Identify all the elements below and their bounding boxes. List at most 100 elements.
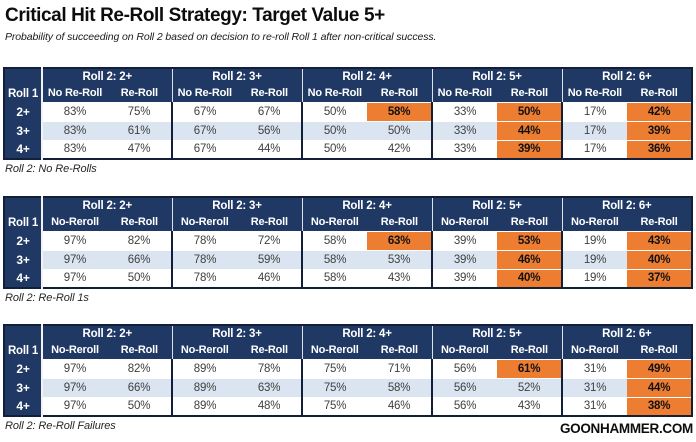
column-group-header: Roll 2: 6+ [561,325,693,342]
column-group-header: Roll 2: 5+ [431,197,563,214]
row-header: 2+ [4,359,43,378]
value-cell-highlighted: 58% [367,101,433,121]
table-caption: Roll 2: Re-Roll 1s [5,292,89,304]
site-watermark: GOONHAMMER.COM [559,421,693,436]
value-cell: 67% [237,101,303,121]
value-cell-highlighted: 39% [497,139,563,159]
sub-column-header: No-Reroll [171,342,238,359]
value-cell: 58% [301,268,368,288]
value-cell: 43% [497,396,563,416]
sub-column-header: Re-Roll [367,214,433,231]
value-cell: 83% [42,120,107,140]
value-cell: 63% [237,377,303,397]
value-cell: 42% [367,139,433,159]
value-cell: 50% [107,268,173,288]
value-cell: 61% [107,120,173,140]
value-cell: 56% [431,358,498,378]
value-cell-highlighted: 50% [497,101,563,121]
value-cell: 89% [171,377,238,397]
value-cell: 58% [301,230,368,250]
sub-column-header: No Re-Roll [561,85,628,102]
value-cell: 97% [42,249,107,269]
column-group-header: Roll 2: 5+ [431,68,563,85]
row-header: 4+ [4,397,43,416]
sub-column-header: No-Reroll [431,342,498,359]
column-group-header: Roll 2: 2+ [42,68,173,85]
value-cell: 50% [107,396,173,416]
value-cell: 39% [431,249,498,269]
value-cell: 53% [367,249,433,269]
value-cell: 46% [237,268,303,288]
value-cell: 59% [237,249,303,269]
sub-column-header: No-Reroll [171,214,238,231]
value-cell-highlighted: 44% [627,377,693,397]
row-header: 2+ [4,231,43,250]
value-cell: 19% [561,268,628,288]
value-cell: 19% [561,230,628,250]
sub-column-header: Re-Roll [497,85,563,102]
value-cell: 52% [497,377,563,397]
column-group-header: Roll 2: 3+ [171,197,303,214]
table-row: 2+ 83% 75% 67% 67% 50% 58% 33% 50% 17% 42% [4,101,693,121]
value-cell: 66% [107,249,173,269]
value-cell-highlighted: 38% [627,396,693,416]
value-cell: 56% [431,377,498,397]
sub-column-header: No-Reroll [561,342,628,359]
page-subtitle: Probability of succeeding on Roll 2 base… [5,31,437,43]
value-cell-highlighted: 49% [627,358,693,378]
table-section-reroll-1s: Roll 1 Roll 2: 2+ Roll 2: 3+ Roll 2: 4+ Roll… [3,196,694,304]
value-cell: 67% [171,101,238,121]
value-cell: 97% [42,268,107,288]
table-row: 4+ 97% 50% 78% 46% 58% 43% 39% 40% 19% 37% [4,268,693,288]
row-header: 3+ [4,250,43,269]
value-cell-highlighted: 36% [627,139,693,159]
column-group-header: Roll 2: 6+ [561,197,693,214]
sub-column-header: Re-Roll [627,342,693,359]
table-row: 4+ 97% 50% 89% 48% 75% 46% 56% 43% 31% 38% [4,396,693,416]
value-cell: 50% [301,120,368,140]
value-cell-highlighted: 43% [627,230,693,250]
column-group-header: Roll 2: 4+ [301,68,433,85]
value-cell: 82% [107,230,173,250]
value-cell: 31% [561,358,628,378]
value-cell: 67% [171,120,238,140]
value-cell: 17% [561,139,628,159]
value-cell: 67% [171,139,238,159]
sub-column-header: Re-Roll [497,214,563,231]
value-cell-highlighted: 40% [627,249,693,269]
sub-column-header: Re-Roll [237,214,303,231]
value-cell: 56% [431,396,498,416]
value-cell: 47% [107,139,173,159]
column-group-header: Roll 2: 4+ [301,325,433,342]
table-row: 2+ 97% 82% 78% 72% 58% 63% 39% 53% 19% 43% [4,230,693,250]
value-cell: 44% [237,139,303,159]
value-cell-highlighted: 46% [497,249,563,269]
value-cell: 50% [301,139,368,159]
sub-column-header: Re-Roll [497,342,563,359]
sub-column-header: Re-Roll [237,342,303,359]
value-cell: 82% [107,358,173,378]
value-cell: 72% [237,230,303,250]
value-cell: 50% [367,120,433,140]
value-cell: 89% [171,358,238,378]
value-cell: 48% [237,396,303,416]
table-row: 3+ 83% 61% 67% 56% 50% 50% 33% 44% 17% 39% [4,120,693,140]
sub-column-header: Re-Roll [367,342,433,359]
row-header: 3+ [4,121,43,140]
sub-column-header: No-Reroll [301,214,368,231]
value-cell: 17% [561,101,628,121]
value-cell: 58% [367,377,433,397]
sub-column-header: Re-Roll [237,85,303,102]
sub-column-header: No Re-Roll [171,85,238,102]
sub-column-header: No-Reroll [42,342,107,359]
table-row: 3+ 97% 66% 78% 59% 58% 53% 39% 46% 19% 40% [4,249,693,269]
value-cell: 31% [561,396,628,416]
value-cell: 83% [42,101,107,121]
value-cell: 75% [107,101,173,121]
value-cell: 75% [301,358,368,378]
value-cell: 66% [107,377,173,397]
column-group-header: Roll 2: 2+ [42,325,173,342]
sub-column-header: Re-Roll [367,85,433,102]
value-cell: 83% [42,139,107,159]
value-cell: 31% [561,377,628,397]
